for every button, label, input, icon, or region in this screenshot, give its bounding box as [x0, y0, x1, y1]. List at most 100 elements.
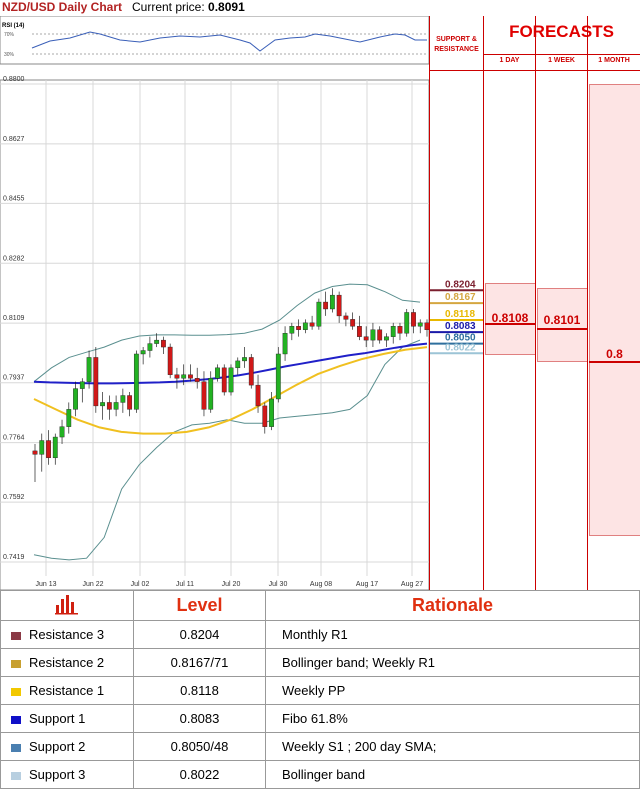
candle-body	[417, 322, 423, 327]
candle-body	[59, 426, 65, 438]
candle-body	[411, 312, 416, 327]
table-row: Resistance 1 0.8118 Weekly PP	[0, 676, 640, 705]
table-row: Support 2 0.8050/48 Weekly S1 ; 200 day SM…	[0, 732, 640, 761]
bar-chart-icon-cell	[0, 590, 134, 621]
x-tick-label: Jul 20	[222, 581, 241, 588]
rsi-lower-label: 30%	[4, 52, 15, 58]
candlestick	[316, 298, 322, 330]
candlestick	[127, 392, 133, 417]
level-name-cell: Resistance 3	[0, 620, 134, 649]
rsi-upper-label: 70%	[4, 32, 15, 38]
y-tick-label: 0.7764	[3, 435, 25, 442]
candle-body	[289, 326, 295, 334]
levels-table-section: Level Rationale Resistance 3 0.8204 Monthl…	[0, 590, 640, 789]
x-tick-label: Aug 17	[356, 581, 378, 588]
candle-body	[363, 336, 369, 341]
candle-body	[120, 395, 126, 403]
level-value: 0.8022	[133, 760, 266, 789]
candlestick	[350, 312, 356, 330]
chart-title: NZD/USD Daily Chart	[2, 0, 123, 14]
table-row: Resistance 2 0.8167/71 Bollinger band; Wee…	[0, 648, 640, 677]
level-rationale: Bollinger band	[265, 760, 640, 789]
level-name: Support 2	[29, 739, 86, 754]
level-color-swatch	[11, 743, 21, 752]
current-price-label: Current price:	[132, 0, 205, 14]
candle-body	[282, 333, 288, 355]
y-tick-label: 0.7937	[3, 375, 25, 382]
candlestick	[377, 326, 383, 344]
levels-table: Level Rationale Resistance 3 0.8204 Monthl…	[0, 590, 640, 789]
y-tick-label: 0.8627	[3, 136, 25, 143]
rationale-column-header: Rationale	[265, 590, 640, 621]
x-tick-label: Jun 22	[82, 581, 103, 588]
x-tick-label: Aug 27	[401, 581, 423, 588]
table-row: Support 1 0.8083 Fibo 61.8%	[0, 704, 640, 733]
candle-body	[86, 357, 92, 382]
candle-body	[66, 409, 72, 427]
level-name-cell: Support 3	[0, 760, 134, 789]
y-tick-label: 0.8800	[3, 76, 25, 83]
candle-body	[161, 339, 166, 348]
candle-body	[377, 329, 383, 341]
candle-body	[194, 378, 200, 382]
candlestick	[106, 395, 112, 420]
level-color-swatch	[11, 631, 21, 640]
candle-body	[323, 301, 329, 310]
levels-table-header: Level Rationale	[0, 590, 640, 621]
candlestick	[174, 367, 180, 389]
candlestick	[113, 395, 119, 417]
bar-chart-icon	[55, 595, 78, 615]
candlestick	[59, 419, 65, 444]
candle-body	[174, 374, 180, 379]
candlestick	[188, 364, 193, 382]
level-marker-label: 0.8050	[445, 333, 476, 344]
x-tick-label: Jun 13	[35, 581, 56, 588]
candlestick	[262, 402, 268, 434]
candle-body	[100, 402, 105, 407]
level-rationale: Monthly R1	[265, 620, 640, 649]
candlestick	[167, 343, 173, 379]
table-row: Support 3 0.8022 Bollinger band	[0, 760, 640, 789]
candlestick	[275, 347, 281, 403]
candlestick	[228, 364, 234, 396]
level-name: Support 1	[29, 711, 86, 726]
candle-body	[127, 395, 133, 410]
rsi-panel: RSI (14) 70% 30%	[0, 16, 430, 65]
forecast-1-day-line	[485, 323, 536, 325]
level-marker-label: 0.8118	[445, 309, 475, 320]
sr-header-2: RESISTANCE	[434, 46, 479, 53]
candle-body	[235, 360, 241, 369]
x-tick-label: Aug 08	[310, 581, 332, 588]
price-chart: RSI (14) 70% 30% 0.8800 0.8627 0.8455 0.828…	[0, 16, 483, 590]
candlestick	[323, 291, 329, 316]
candle-body	[215, 367, 220, 379]
candle-body	[397, 326, 403, 334]
level-value: 0.8204	[133, 620, 266, 649]
candle-body	[296, 326, 301, 330]
level-value: 0.8167/71	[133, 648, 266, 677]
candlestick	[302, 319, 308, 334]
candle-body	[262, 405, 268, 427]
level-rationale: Weekly PP	[265, 676, 640, 705]
candlestick	[194, 367, 200, 389]
candle-body	[316, 301, 322, 327]
candle-body	[52, 436, 58, 459]
candle-body	[154, 339, 160, 344]
candlestick	[154, 333, 160, 348]
level-rationale: Weekly S1 ; 200 day SMA;	[265, 732, 640, 761]
candlestick	[73, 381, 78, 417]
candlestick	[215, 364, 220, 382]
candle-body	[370, 329, 376, 341]
candlestick	[161, 336, 166, 354]
candle-body	[167, 346, 173, 375]
level-name-cell: Support 1	[0, 704, 134, 733]
candle-body	[329, 294, 335, 310]
chart-header: NZD/USD Daily Chart Current price: 0.809…	[0, 0, 430, 16]
rsi-line	[31, 31, 427, 52]
candlestick	[384, 333, 389, 348]
candle-body	[221, 367, 227, 393]
candlestick	[79, 378, 85, 403]
level-marker-label: 0.8022	[445, 342, 476, 353]
candle-body	[336, 294, 342, 317]
candlestick	[370, 322, 376, 348]
